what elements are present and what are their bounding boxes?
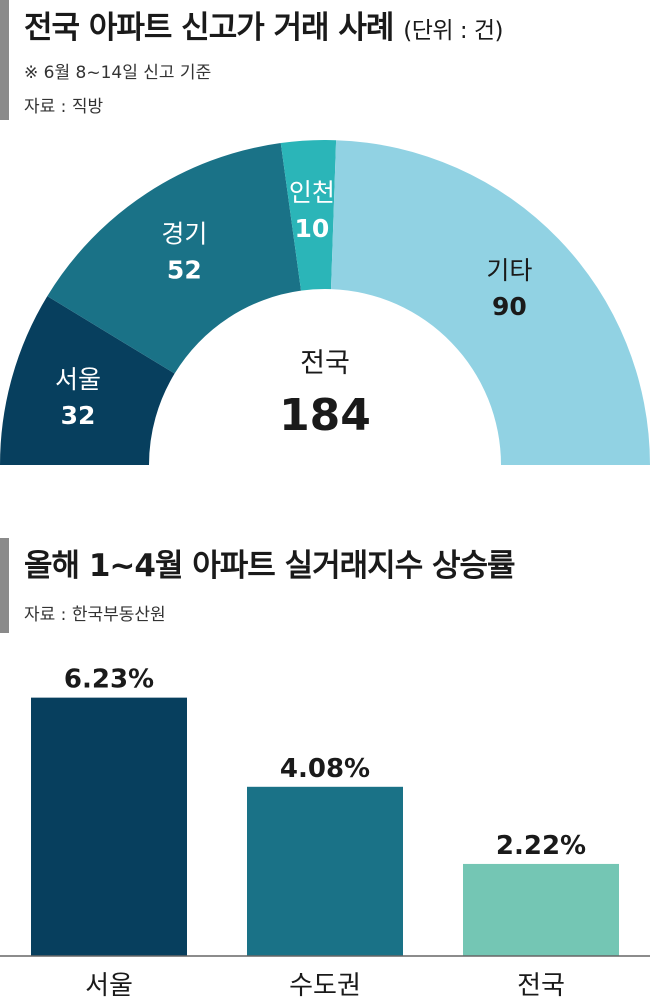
section1-accent-bar xyxy=(0,0,9,120)
bar-0 xyxy=(31,697,187,956)
donut-slice-1 xyxy=(47,143,302,374)
bar-value-label-1: 4.08% xyxy=(280,754,370,784)
section1-title-text: 전국 아파트 신고가 거래 사례 xyxy=(24,10,394,46)
donut-slice-3 xyxy=(331,140,650,466)
half-donut-chart: 서울 32 경기 52 인천 10 기타 90 전국 184 xyxy=(0,140,650,466)
bar-category-label-1: 수도권 xyxy=(289,971,361,1001)
donut-slice-label-3: 기타 xyxy=(486,256,532,285)
bar-chart: 6.23% 서울 4.08% 수도권 2.22% 전국 xyxy=(0,665,650,1001)
section1-title: 전국 아파트 신고가 거래 사례 (단위 : 건) xyxy=(24,2,504,47)
section2-title: 올해 1~4월 아파트 실거래지수 상승률 xyxy=(24,548,516,584)
donut-slice-label-0: 서울 xyxy=(55,365,101,394)
bar-value-label-2: 2.22% xyxy=(496,831,586,861)
donut-slice-value-3: 90 xyxy=(492,292,527,321)
section1-source: 자료 : 직방 xyxy=(24,97,104,117)
donut-center-value: 184 xyxy=(279,390,371,441)
donut-center-label: 전국 xyxy=(300,348,350,379)
donut-slice-value-1: 52 xyxy=(167,256,202,285)
bar-category-label-2: 전국 xyxy=(517,971,565,1001)
donut-slice-0 xyxy=(0,296,175,465)
bar-2 xyxy=(463,863,619,956)
bar-1 xyxy=(247,786,403,956)
donut-slice-2 xyxy=(280,140,337,291)
donut-slice-label-2: 인천 xyxy=(289,178,335,207)
donut-slice-label-1: 경기 xyxy=(161,220,207,249)
bar-value-label-0: 6.23% xyxy=(64,665,154,695)
section2-accent-bar xyxy=(0,538,9,633)
section1-unit: (단위 : 건) xyxy=(403,18,504,44)
donut-slice-value-0: 32 xyxy=(61,401,96,430)
section1-note: ※ 6월 8~14일 신고 기준 xyxy=(24,63,212,83)
section2-source: 자료 : 한국부동산원 xyxy=(24,605,166,625)
bar-category-label-0: 서울 xyxy=(85,971,133,1001)
donut-slice-value-2: 10 xyxy=(294,214,329,243)
